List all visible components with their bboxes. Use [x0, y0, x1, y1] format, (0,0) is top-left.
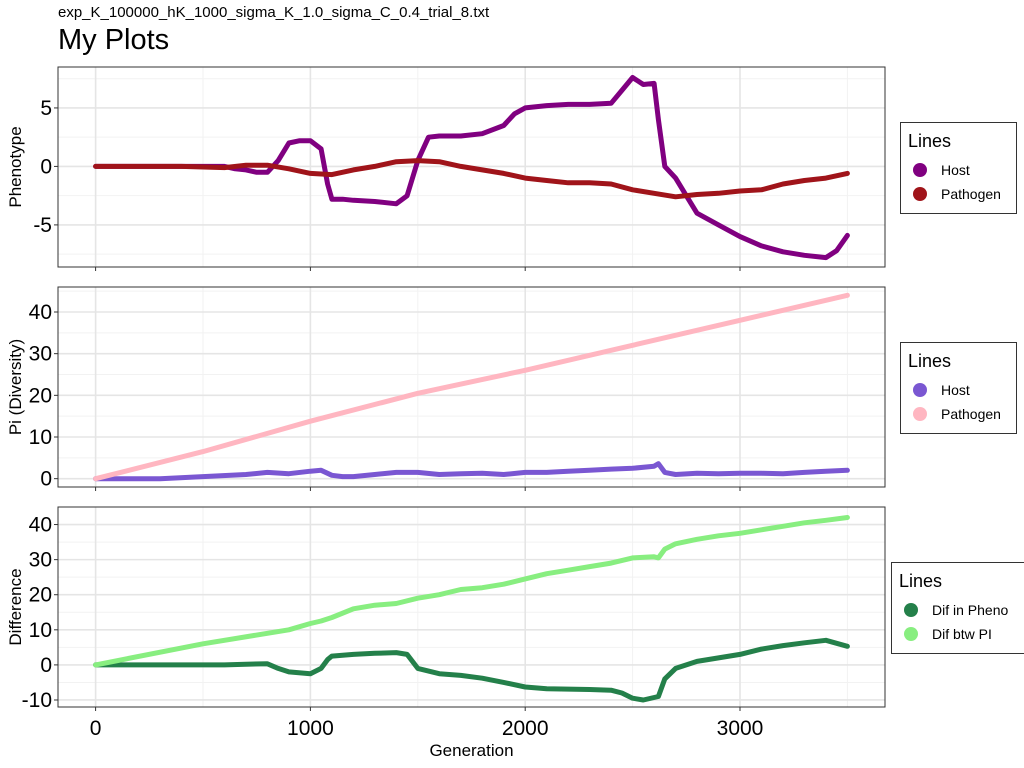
legend: Lines Host Pathogen	[900, 342, 1017, 434]
legend: Lines Host Pathogen	[900, 122, 1017, 214]
legend-label: Host	[941, 382, 970, 398]
y-tick-label: 40	[29, 301, 52, 324]
legend-title: Lines	[908, 351, 951, 371]
y-tick-label: 0	[40, 654, 52, 677]
y-tick-label: 20	[29, 584, 52, 607]
series-line-dif-in-pheno	[93, 637, 850, 703]
y-tick-label: 30	[29, 549, 52, 572]
y-tick-label: 0	[40, 155, 52, 178]
plot-subtitle: exp_K_100000_hK_1000_sigma_K_1.0_sigma_C…	[58, 4, 490, 21]
legend: Lines Dif in Pheno Dif btw PI	[891, 562, 1024, 654]
panel-border	[57, 286, 886, 488]
y-axis-title: Difference	[6, 568, 25, 645]
plot-title: My Plots	[58, 24, 170, 56]
series-line-dif-btw-pi	[93, 515, 850, 668]
y-tick-label: 10	[29, 619, 52, 642]
y-tick-label: 40	[29, 514, 52, 537]
legend-label: Dif in Pheno	[932, 602, 1008, 618]
panel-1: 5 0 -5 Phenotype Lines Host Pathogen	[6, 66, 1017, 271]
series-line-pathogen	[93, 158, 850, 200]
panel-border	[57, 506, 886, 708]
y-tick-label: 10	[29, 426, 52, 449]
panel-2: 40 30 20 10 0 Pi (Diversity) Lines Host Pathogen	[6, 286, 1017, 491]
y-axis-title: Phenotype	[6, 126, 25, 207]
legend-label: Host	[941, 162, 970, 178]
legend-label: Dif btw PI	[932, 626, 992, 642]
legend-marker	[913, 163, 927, 177]
y-axis-title: Pi (Diversity)	[6, 339, 25, 435]
series-line-host	[93, 75, 850, 261]
legend-marker	[904, 627, 918, 641]
x-tick-label: 2000	[502, 717, 549, 740]
y-tick-label: 20	[29, 384, 52, 407]
legend-marker	[913, 383, 927, 397]
panel-3: 40 30 20 10 0 -10 0 1000 2000 3000 Difference Gener…	[6, 506, 1024, 760]
y-tick-label: -5	[33, 214, 52, 237]
legend-title: Lines	[899, 571, 942, 591]
y-tick-label: -10	[22, 689, 52, 712]
legend-label: Pathogen	[941, 186, 1001, 202]
x-tick-label: 3000	[717, 717, 764, 740]
y-tick-label: 0	[40, 468, 52, 491]
panel-border	[57, 66, 886, 268]
legend-marker	[904, 603, 918, 617]
series-line-host	[93, 461, 850, 482]
y-tick-label: 30	[29, 343, 52, 366]
x-tick-label: 1000	[287, 717, 334, 740]
legend-marker	[913, 407, 927, 421]
x-axis-title: Generation	[429, 741, 513, 760]
legend-title: Lines	[908, 131, 951, 151]
legend-label: Pathogen	[941, 406, 1001, 422]
y-tick-label: 5	[40, 97, 52, 120]
series-line-pathogen	[93, 292, 850, 482]
x-tick-label: 0	[90, 717, 102, 740]
legend-marker	[913, 187, 927, 201]
